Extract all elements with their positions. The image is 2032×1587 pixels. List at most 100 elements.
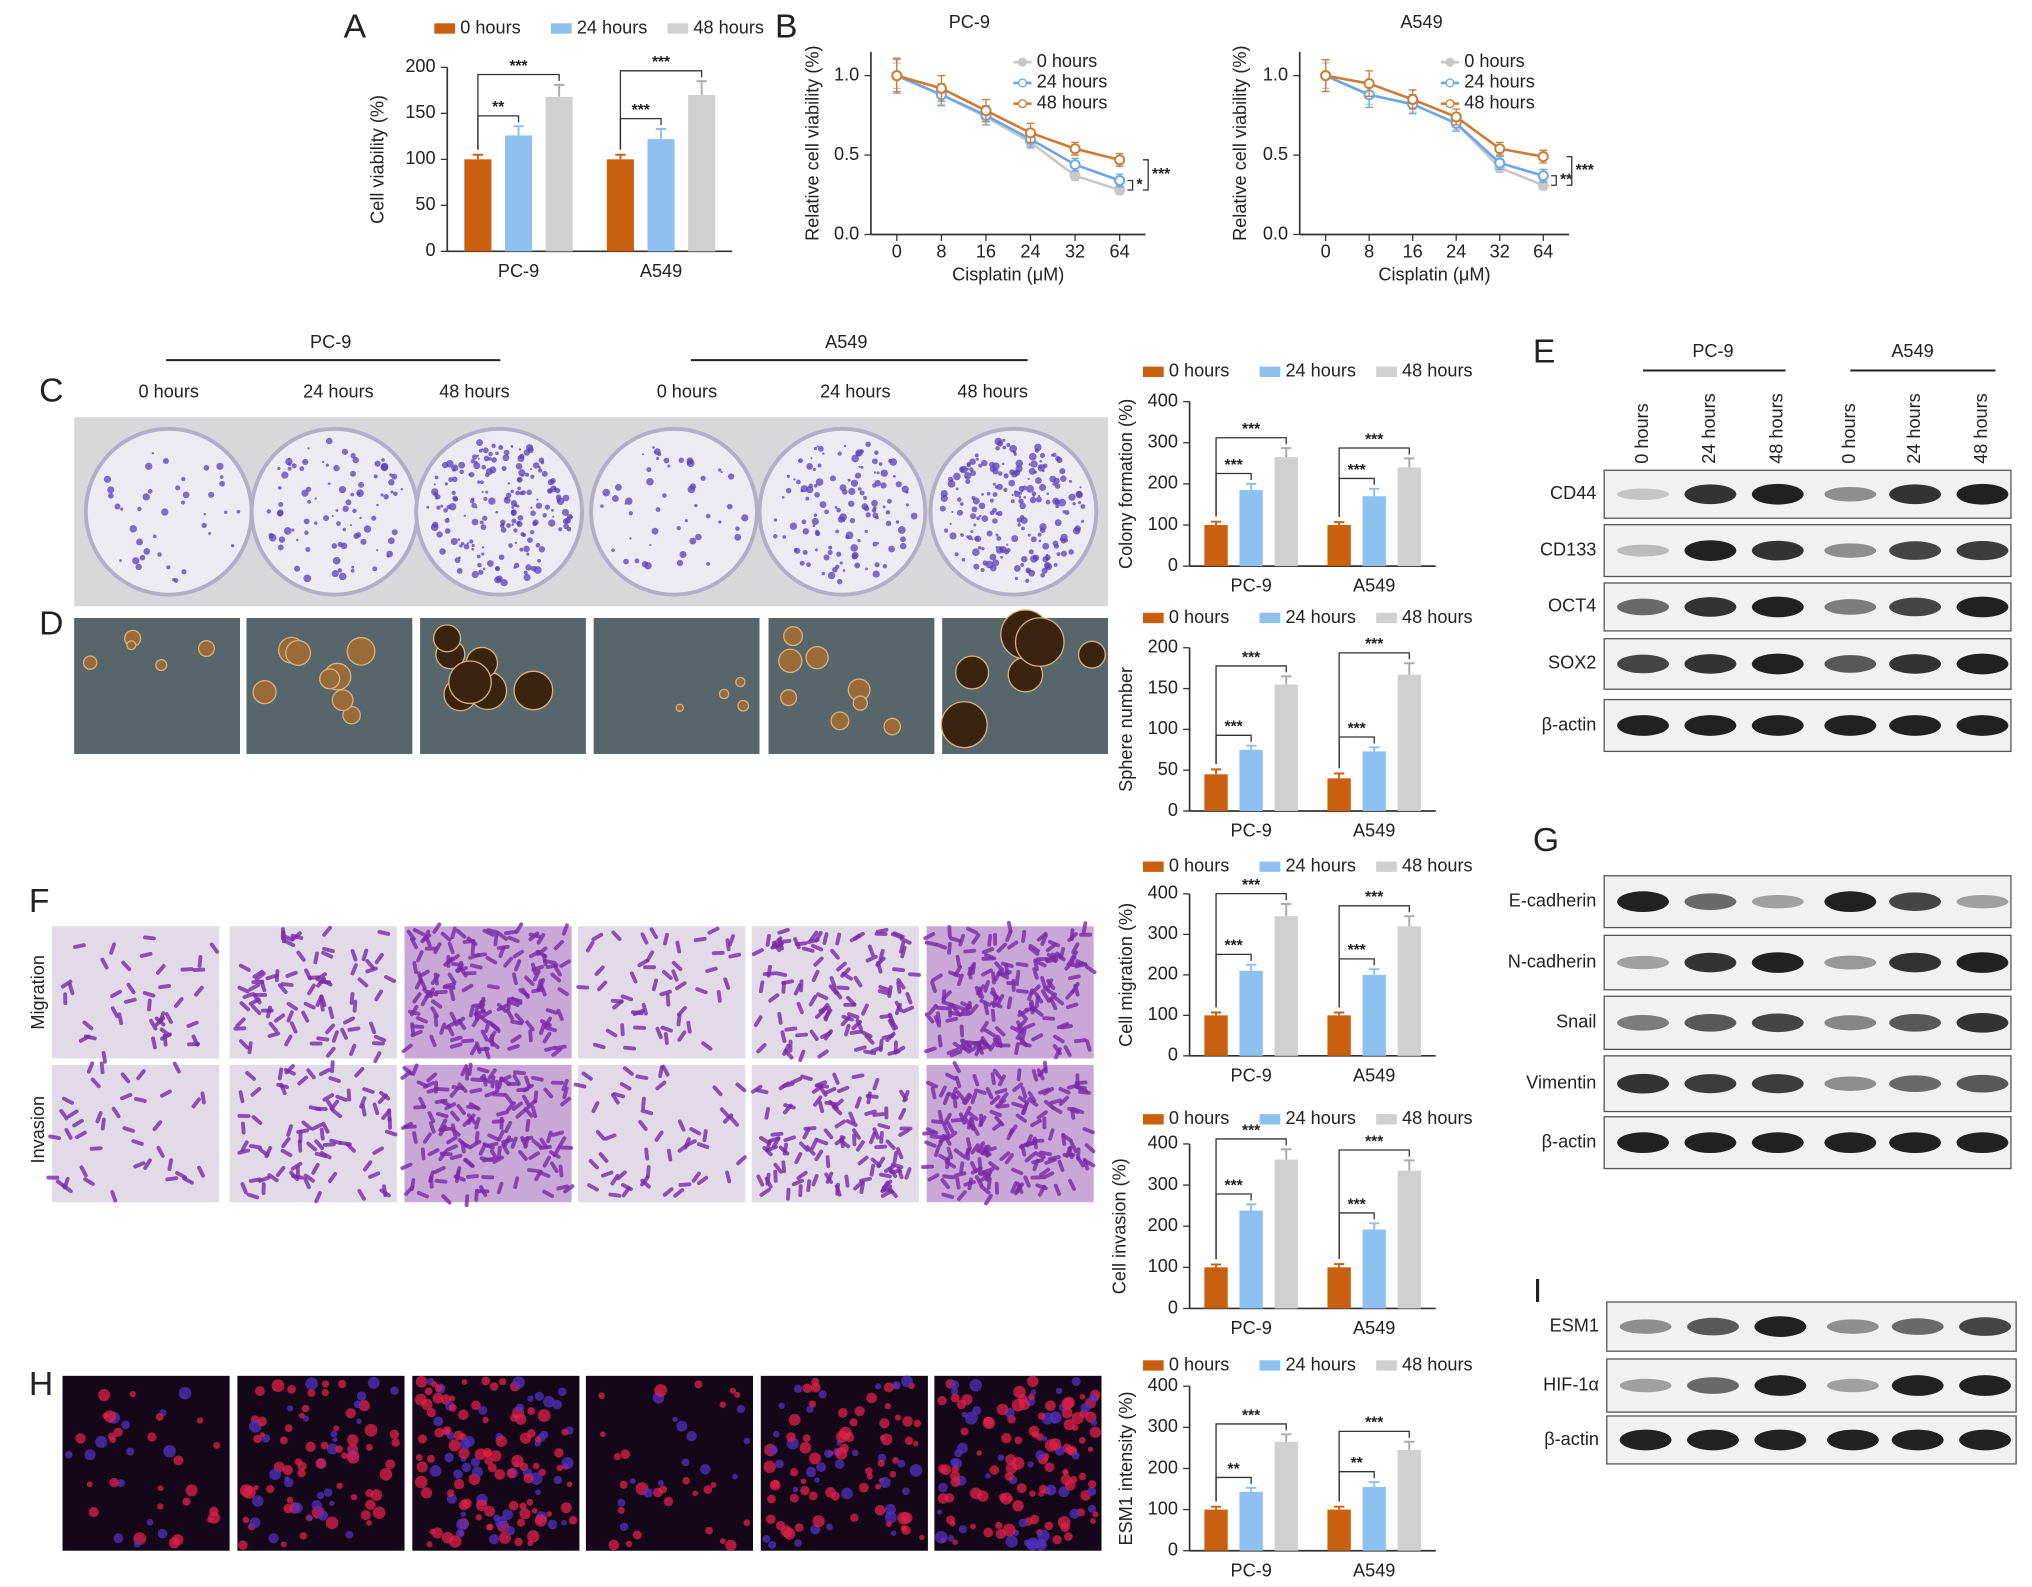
cell [1051, 1417, 1058, 1424]
legend-label: 24 hours [1285, 1108, 1356, 1128]
cell [180, 967, 194, 972]
cell [1004, 1471, 1014, 1481]
colony [806, 562, 811, 568]
colony [277, 466, 281, 471]
cell [536, 933, 546, 945]
cell [941, 1192, 955, 1199]
cell [965, 1137, 972, 1150]
cell [880, 1433, 893, 1446]
cell [808, 1452, 821, 1465]
cell [206, 1516, 213, 1523]
cell [1020, 1086, 1028, 1099]
cell [523, 1473, 534, 1484]
colony [538, 546, 546, 553]
cell [671, 969, 679, 982]
cell [322, 946, 335, 954]
cell [1007, 1495, 1013, 1502]
colony [489, 466, 497, 474]
cell [736, 1404, 745, 1414]
colony [644, 562, 652, 570]
cell [653, 1487, 663, 1498]
cell [892, 967, 906, 973]
colony [136, 538, 143, 546]
band [1824, 543, 1877, 558]
colony [481, 448, 484, 451]
colony [526, 489, 532, 496]
y-tick-label: 200 [1148, 1457, 1178, 1477]
cell [937, 1109, 944, 1123]
colony [1037, 532, 1042, 537]
colony [871, 499, 878, 507]
point [1494, 157, 1506, 169]
cell [434, 1098, 448, 1104]
cell [977, 1157, 983, 1171]
cell [1017, 1010, 1028, 1021]
legend-swatch [667, 23, 689, 34]
cell [291, 1174, 304, 1180]
cell [561, 1519, 567, 1526]
legend-label: 48 hours [1037, 92, 1108, 112]
x-tick-label: 32 [1065, 241, 1085, 261]
cell [468, 1004, 475, 1018]
cell [528, 1029, 533, 1043]
cell [485, 1523, 493, 1531]
cell [946, 1146, 954, 1160]
colony [1068, 549, 1074, 555]
x-tick-label: A549 [1353, 1560, 1395, 1580]
cell [209, 1506, 219, 1516]
colony [785, 487, 792, 494]
cell [599, 1431, 606, 1438]
sphere [830, 711, 850, 731]
colony [1023, 496, 1027, 499]
cell [551, 1130, 565, 1137]
cell [876, 1156, 886, 1169]
cell [811, 969, 820, 983]
x-axis-label: Cisplatin (μM) [1378, 265, 1490, 285]
band [1617, 488, 1669, 500]
cell [958, 1112, 967, 1125]
colony [515, 463, 523, 470]
cell [444, 1021, 457, 1030]
band [1684, 654, 1737, 674]
cell [487, 984, 500, 990]
cell [554, 1448, 564, 1458]
cell [785, 1187, 791, 1201]
band [1684, 540, 1737, 561]
cell [949, 1049, 963, 1058]
cell [971, 1124, 980, 1137]
cell [297, 1469, 306, 1478]
colony [468, 471, 475, 478]
cell [900, 1525, 907, 1532]
bar [504, 135, 533, 252]
colony [508, 543, 513, 548]
cell [1012, 1500, 1024, 1512]
band [1889, 892, 1941, 912]
cell [979, 1184, 991, 1195]
colony [1063, 538, 1069, 543]
cell [952, 1003, 965, 1011]
colony [959, 502, 964, 506]
cell [379, 1090, 391, 1101]
colony [1002, 438, 1006, 442]
colony [992, 559, 1000, 567]
cell [458, 1447, 470, 1459]
cell [316, 1491, 325, 1500]
cell [884, 1403, 891, 1410]
colony [874, 562, 880, 568]
cell [781, 979, 794, 985]
cell [987, 934, 993, 947]
cell [289, 1021, 298, 1034]
cell [888, 1166, 898, 1179]
colony [649, 543, 652, 547]
colony [503, 449, 510, 456]
cell [486, 928, 499, 935]
cell [1044, 1521, 1054, 1531]
cell [732, 1473, 738, 1480]
panel-letter: I [1533, 1273, 1542, 1310]
cell [700, 1464, 711, 1475]
colony [1039, 523, 1047, 531]
cell [629, 971, 638, 984]
band [1687, 1429, 1739, 1451]
colony [975, 457, 979, 461]
x-tick-label: A549 [1353, 821, 1395, 841]
